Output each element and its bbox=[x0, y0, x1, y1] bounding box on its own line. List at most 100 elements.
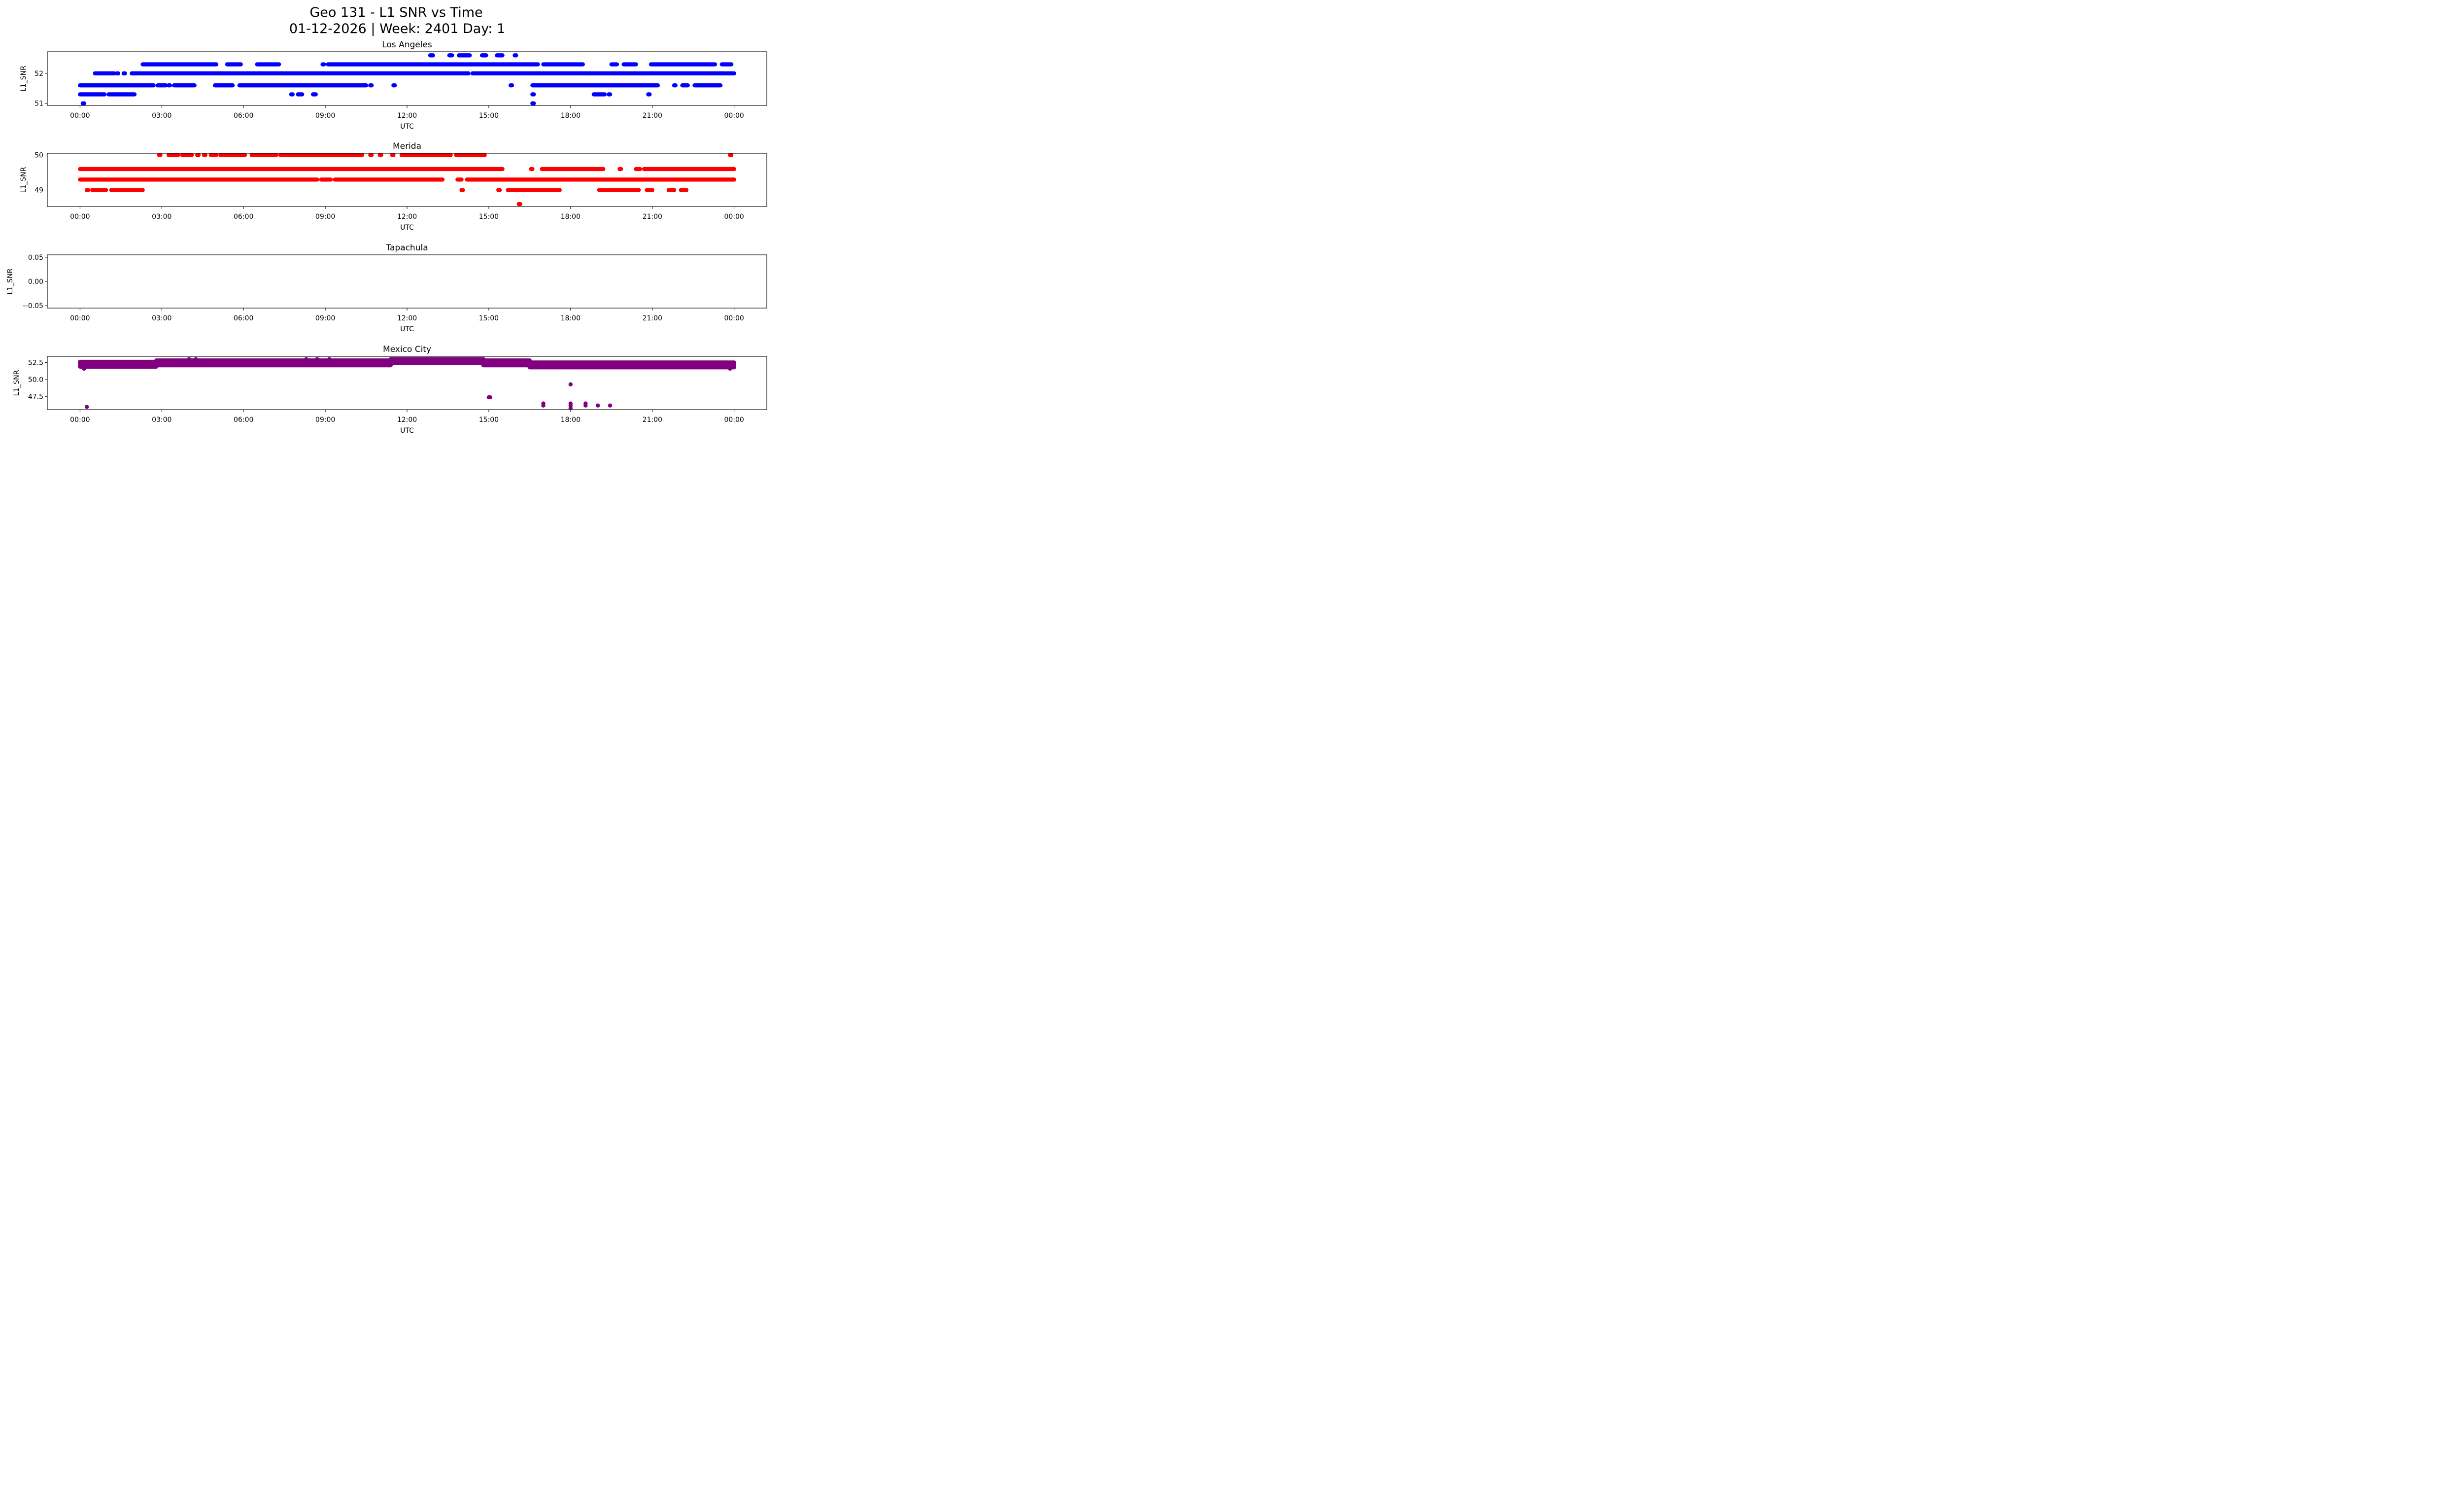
x-tick-label: 21:00 bbox=[643, 314, 662, 322]
panel-tapachula: Tapachula −0.05 0.00 0.05 00:00 03:00 06:00 09:… bbox=[6, 243, 767, 333]
data-point-run bbox=[130, 71, 471, 76]
data-point bbox=[608, 403, 613, 408]
data-point-run bbox=[84, 188, 91, 192]
data-point-run bbox=[692, 83, 723, 88]
y-axis-label: L1_SNR bbox=[20, 66, 28, 92]
scatter-points bbox=[78, 53, 736, 105]
data-point-run bbox=[465, 177, 736, 182]
data-point-run bbox=[645, 188, 654, 192]
y-axis-label: L1_SNR bbox=[13, 370, 21, 396]
data-point bbox=[568, 406, 573, 410]
data-point-run bbox=[530, 92, 536, 97]
data-point-run bbox=[237, 83, 369, 88]
data-point-run bbox=[646, 92, 652, 97]
data-point bbox=[187, 357, 191, 361]
data-point-run bbox=[530, 83, 660, 88]
y-tick-label: −0.05 bbox=[22, 302, 43, 310]
y-tick-label: 51 bbox=[34, 100, 43, 108]
data-point-run bbox=[218, 153, 247, 157]
data-point-run bbox=[506, 188, 562, 192]
x-tick-label: 00:00 bbox=[70, 314, 90, 322]
x-tick-label: 21:00 bbox=[643, 213, 662, 221]
data-point bbox=[541, 401, 546, 406]
data-point-band bbox=[388, 357, 486, 366]
data-point-run bbox=[121, 71, 127, 76]
panel-title: Merida bbox=[393, 141, 421, 151]
x-tick-label: 00:00 bbox=[70, 213, 90, 221]
data-point-run bbox=[78, 167, 505, 172]
data-point-run bbox=[319, 177, 333, 182]
data-point-run bbox=[597, 188, 641, 192]
data-point bbox=[488, 395, 492, 400]
data-point-run bbox=[479, 53, 488, 58]
data-point bbox=[568, 382, 573, 386]
data-point-run bbox=[278, 153, 285, 157]
data-point-run bbox=[368, 83, 374, 88]
data-point-run bbox=[80, 101, 86, 105]
data-point-run bbox=[607, 92, 613, 97]
data-point-run bbox=[508, 83, 514, 88]
data-point-run bbox=[459, 188, 465, 192]
data-point-run bbox=[140, 62, 219, 67]
data-point-run bbox=[78, 177, 319, 182]
y-axis-label: L1_SNR bbox=[20, 167, 28, 193]
y-tick-label: 50 bbox=[34, 152, 43, 160]
data-point-run bbox=[114, 71, 120, 76]
data-point-run bbox=[680, 83, 690, 88]
data-point-run bbox=[333, 177, 445, 182]
data-point-run bbox=[212, 83, 235, 88]
panel-title: Tapachula bbox=[385, 243, 428, 253]
y-tick-label: 49 bbox=[34, 187, 43, 195]
x-tick-label: 15:00 bbox=[479, 112, 499, 120]
data-point-run bbox=[390, 153, 396, 157]
data-point-run bbox=[289, 92, 295, 97]
x-tick-label: 06:00 bbox=[234, 314, 253, 322]
data-point-run bbox=[609, 62, 619, 67]
x-tick-label: 18:00 bbox=[561, 314, 581, 322]
x-tick-label: 15:00 bbox=[479, 416, 499, 424]
data-point-run bbox=[195, 153, 201, 157]
x-axis-label: UTC bbox=[400, 224, 414, 232]
x-tick-label: 15:00 bbox=[479, 314, 499, 322]
data-point-run bbox=[495, 53, 505, 58]
data-point-run bbox=[621, 62, 638, 67]
data-point bbox=[728, 366, 732, 371]
x-tick-label: 03:00 bbox=[152, 112, 171, 120]
x-tick-label: 06:00 bbox=[234, 112, 253, 120]
x-tick-label: 00:00 bbox=[724, 112, 744, 120]
x-tick-label: 18:00 bbox=[561, 416, 581, 424]
data-point-run bbox=[93, 71, 116, 76]
data-point bbox=[595, 403, 600, 408]
data-point-band bbox=[527, 360, 736, 370]
data-point bbox=[327, 357, 332, 361]
data-point-run bbox=[541, 62, 585, 67]
x-tick-label: 00:00 bbox=[70, 416, 90, 424]
figure-subtitle: 01-12-2026 | Week: 2401 Day: 1 bbox=[289, 21, 505, 36]
data-point-run bbox=[78, 83, 156, 88]
panel-merida: Merida 49 50 00:00 03:00 06:00 09:00 12:00 15:00… bbox=[20, 141, 767, 232]
x-tick-label: 03:00 bbox=[152, 416, 171, 424]
x-tick-label: 12:00 bbox=[397, 112, 417, 120]
data-point-run bbox=[672, 83, 678, 88]
data-point-run bbox=[456, 53, 472, 58]
x-tick-label: 18:00 bbox=[561, 112, 581, 120]
panel-mexico-city: Mexico City 47.5 50.0 52.5 00:00 03:00 06:00 09… bbox=[13, 345, 767, 434]
data-point-run bbox=[591, 92, 607, 97]
y-tick-label: 0.05 bbox=[28, 254, 43, 262]
data-point-run bbox=[326, 62, 540, 67]
panel-los-angeles: Los Angeles 51 52 00:00 03:00 06:00 09:00 12:00… bbox=[20, 40, 767, 131]
data-point-run bbox=[455, 177, 464, 182]
x-tick-label: 00:00 bbox=[724, 314, 744, 322]
x-tick-label: 03:00 bbox=[152, 213, 171, 221]
data-point-run bbox=[78, 92, 107, 97]
data-point-run bbox=[255, 62, 281, 67]
data-point-run bbox=[202, 153, 207, 157]
data-point-run bbox=[666, 188, 677, 192]
figure-title: Geo 131 - L1 SNR vs Time bbox=[309, 5, 482, 20]
data-point-run bbox=[513, 53, 518, 58]
data-point-run bbox=[155, 83, 168, 88]
data-point bbox=[82, 366, 86, 371]
data-point-run bbox=[447, 53, 454, 58]
data-point bbox=[304, 357, 308, 361]
x-tick-label: 12:00 bbox=[397, 213, 417, 221]
